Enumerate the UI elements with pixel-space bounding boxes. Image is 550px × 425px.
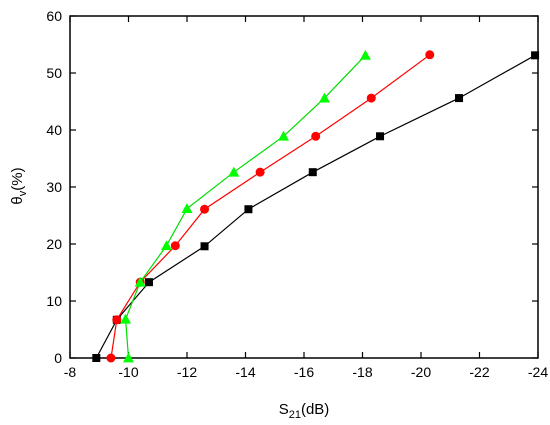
data-point-circle <box>311 131 321 141</box>
y-tick-label: 10 <box>46 293 62 309</box>
data-point-circle <box>200 204 210 214</box>
x-axis: -8 -10 -12 -14 -16 -18 -20 -22 -24 <box>64 16 548 380</box>
data-point-square <box>144 278 153 287</box>
data-point-circle <box>170 241 180 251</box>
series-line-circle <box>110 54 431 359</box>
data-point-circle <box>366 93 376 103</box>
y-tick-label: 30 <box>46 179 62 195</box>
data-point-square <box>92 354 101 362</box>
data-point-triangle <box>278 130 290 141</box>
plot-frame <box>69 15 539 359</box>
x-tick-label: -12 <box>177 364 197 380</box>
x-tick-label: -24 <box>528 364 548 380</box>
data-point-triangle <box>123 352 134 363</box>
data-point-circle <box>255 167 265 177</box>
series-square <box>92 51 540 362</box>
y-tick-label: 40 <box>46 122 62 138</box>
x-tick-label: -18 <box>352 364 372 380</box>
y-tick-label: 50 <box>46 65 62 81</box>
series-layer <box>92 49 540 363</box>
data-point-triangle <box>181 203 193 214</box>
data-point-circle <box>112 315 122 325</box>
data-point-circle <box>106 353 116 363</box>
data-point-triangle <box>228 166 240 177</box>
data-point-circle <box>425 50 435 60</box>
data-point-triangle <box>359 49 371 60</box>
y-tick-label: 0 <box>54 350 62 366</box>
data-point-triangle <box>134 276 146 287</box>
x-tick-label: -22 <box>469 364 489 380</box>
x-tick-label: -20 <box>411 364 431 380</box>
y-tick-label: 20 <box>46 236 62 252</box>
data-point-square <box>455 94 464 103</box>
x-tick-label: -16 <box>294 364 314 380</box>
series-line-square <box>95 54 536 359</box>
y-axis: 0 10 20 30 40 50 60 <box>46 8 538 366</box>
data-point-square <box>244 205 253 214</box>
x-tick-label: -8 <box>64 364 77 380</box>
data-point-triangle <box>318 92 330 103</box>
x-axis-title: S21(dB) <box>279 401 330 421</box>
data-point-square <box>200 242 209 251</box>
data-point-square <box>308 168 317 177</box>
series-circle <box>106 50 435 363</box>
plot-area <box>69 15 539 359</box>
data-point-square <box>531 51 540 60</box>
data-point-square <box>376 132 385 141</box>
y-tick-label: 60 <box>46 8 62 24</box>
x-tick-label: -14 <box>235 364 255 380</box>
x-tick-label: -10 <box>118 364 138 380</box>
data-point-triangle <box>161 240 173 251</box>
y-axis-title: θv(%) <box>9 167 29 204</box>
series-triangle <box>120 49 371 363</box>
data-point-triangle <box>120 313 132 324</box>
